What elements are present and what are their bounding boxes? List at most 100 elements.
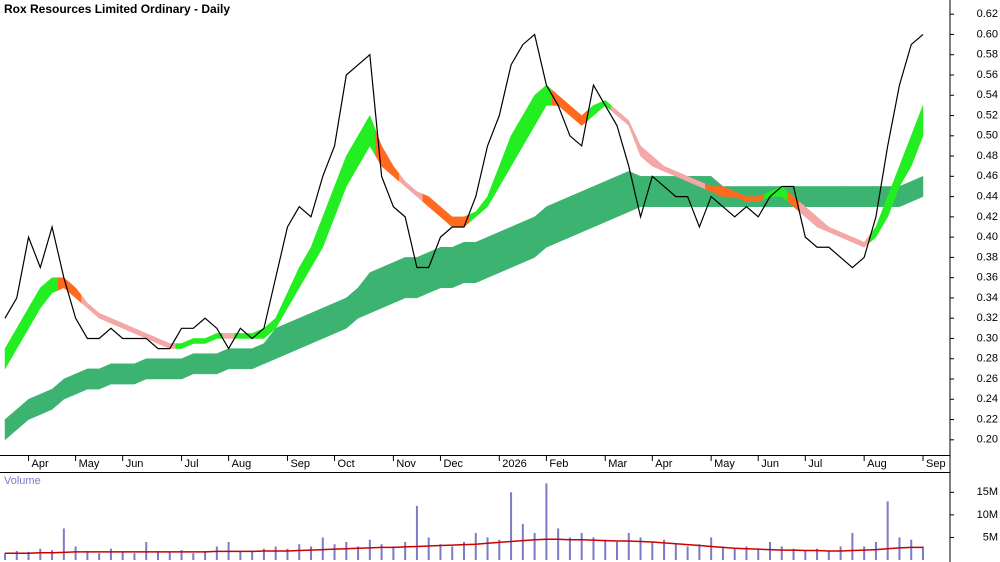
x-tick-label: Dec: [443, 458, 463, 470]
band-segment: [210, 350, 223, 375]
volume-bar: [262, 548, 265, 560]
y-tick-label: 0.30: [977, 332, 998, 344]
volume-bar: [780, 546, 783, 560]
band-segment: [563, 193, 577, 241]
volume-bar: [180, 550, 183, 560]
band-segment: [281, 320, 294, 357]
y-tick-label: 0.60: [977, 28, 998, 40]
volume-bar: [98, 553, 101, 560]
volume-bar: [404, 541, 407, 560]
y-tick-label: 0.20: [977, 434, 998, 446]
volume-bar: [498, 539, 501, 560]
y-tick-label: 0.50: [977, 130, 998, 142]
x-tick-label: May: [714, 458, 735, 470]
volume-bar: [4, 553, 6, 560]
y-tick-label: 15M: [977, 486, 998, 498]
volume-bar: [922, 546, 924, 560]
volume-bar: [215, 546, 218, 560]
volume-bar: [439, 544, 442, 560]
y-tick-label: 0.44: [977, 190, 998, 202]
band-segment: [128, 360, 141, 385]
band-segment: [822, 186, 835, 207]
volume-bar: [521, 523, 524, 560]
y-tick-label: 0.54: [977, 89, 998, 101]
volume-bar: [392, 546, 395, 560]
volume-bar: [145, 541, 148, 560]
volume-bar: [592, 537, 595, 560]
volume-bar: [321, 537, 324, 560]
volume-bar: [15, 550, 18, 560]
band-segment: [328, 300, 341, 337]
band-segment: [540, 203, 553, 253]
y-tick-label: 0.58: [977, 49, 998, 61]
x-tick-label: Oct: [338, 458, 355, 470]
y-tick-label: 0.56: [977, 69, 998, 81]
volume-bar: [792, 548, 795, 560]
band-segment: [669, 176, 682, 207]
volume-bar: [286, 548, 289, 560]
band-segment: [916, 105, 924, 152]
volume-bar: [121, 550, 124, 560]
volume-bar: [580, 532, 583, 560]
band-segment: [116, 363, 129, 385]
volume-bar: [74, 546, 77, 560]
volume-bar: [604, 539, 607, 560]
volume-bar: [192, 553, 195, 560]
y-tick-label: 0.62: [977, 8, 998, 20]
band-segment: [222, 348, 235, 372]
band-segment: [575, 188, 588, 235]
band-segment: [587, 183, 600, 230]
band-segment: [610, 173, 624, 220]
volume-bar: [463, 541, 465, 560]
volume-bar: [157, 550, 159, 560]
chart-title: Rox Resources Limited Ordinary - Daily: [4, 2, 230, 16]
band-segment: [410, 254, 424, 299]
volume-bar: [204, 550, 207, 560]
volume-bar: [27, 551, 30, 560]
volume-bar: [721, 546, 724, 560]
band-segment: [304, 310, 318, 347]
x-tick-label: May: [79, 458, 100, 470]
band-segment: [446, 244, 459, 289]
volume-bar: [368, 539, 371, 560]
band-segment: [198, 353, 212, 375]
volume-bar: [298, 544, 301, 560]
x-tick-label: Sep: [926, 458, 946, 470]
volume-bar: [874, 541, 877, 560]
volume-bar: [863, 546, 866, 560]
volume-bar: [533, 532, 536, 560]
volume-bar: [733, 548, 736, 560]
volume-bar: [133, 553, 136, 560]
y-tick-label: 0.22: [977, 413, 998, 425]
band-segment: [457, 241, 471, 286]
volume-bar: [674, 544, 677, 560]
volume-bar: [663, 539, 666, 560]
band-segment: [504, 224, 518, 271]
band-segment: [234, 348, 247, 370]
volume-title: Volume: [4, 475, 41, 487]
volume-bar: [639, 537, 642, 560]
x-tick-label: Aug: [867, 458, 887, 470]
volume-bar: [804, 550, 807, 560]
band-segment: [834, 186, 847, 207]
volume-bar: [109, 548, 112, 560]
volume-bar: [345, 541, 348, 560]
volume-bar: [568, 537, 571, 560]
x-tick-label: Jun: [761, 458, 779, 470]
y-tick-label: 0.48: [977, 150, 998, 162]
x-tick-label: Apr: [32, 458, 49, 470]
y-tick-label: 0.26: [977, 373, 998, 385]
volume-bar: [251, 551, 254, 560]
band-segment: [493, 229, 506, 276]
volume-bar: [86, 550, 89, 560]
volume-bar: [827, 550, 830, 560]
volume-bar: [427, 537, 430, 560]
volume-bar: [486, 537, 489, 560]
band-segment: [399, 257, 412, 301]
y-tick-label: 5M: [983, 531, 998, 543]
band-segment: [104, 363, 118, 387]
volume-bar: [415, 505, 418, 560]
x-tick-label: Jun: [126, 458, 144, 470]
volume-bar: [451, 546, 454, 560]
